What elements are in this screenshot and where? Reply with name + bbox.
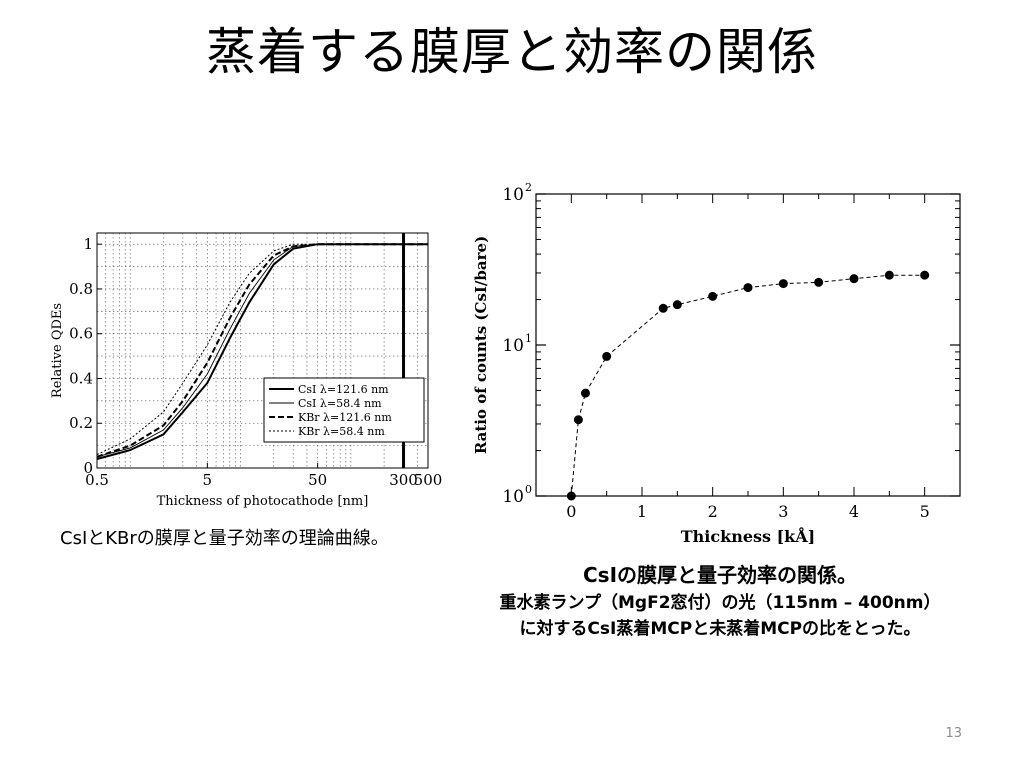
y-tick-label: 10 xyxy=(502,336,524,356)
right-caption-line-2: に対するCsI蒸着MCPと未蒸着MCPの比をとった。 xyxy=(519,619,921,639)
page-number: 13 xyxy=(945,726,962,741)
data-point xyxy=(602,351,612,361)
x-tick-label: 5 xyxy=(920,502,930,521)
y-tick-exponent: 1 xyxy=(525,332,532,345)
right-caption-title: CsIの膜厚と量子効率の関係。 xyxy=(582,563,858,587)
legend-label-1: CsI λ=121.6 nm xyxy=(298,383,389,396)
legend-label-2: CsI λ=58.4 nm xyxy=(298,397,382,410)
y-tick-label: 0.8 xyxy=(69,280,93,298)
csi-ratio-chart: 10 0 10 1 10 2 0 1 2 3 4 5 Thickness [kÅ] Ratio of co… xyxy=(466,180,974,550)
slide-title: 蒸着する膜厚と効率の関係 xyxy=(206,23,818,81)
x-tick-label: 4 xyxy=(849,502,859,521)
y-tick-label: 0 xyxy=(83,459,93,477)
data-point xyxy=(580,388,590,398)
y-tick-label: 1 xyxy=(83,235,93,253)
y-tick-label: 10 xyxy=(502,487,524,507)
y-tick-label: 0.2 xyxy=(69,414,93,432)
y-tick-exponent: 2 xyxy=(525,181,532,194)
data-point xyxy=(849,274,859,284)
x-tick-label: 1 xyxy=(637,502,647,521)
x-axis-title: Thickness [kÅ] xyxy=(681,525,815,546)
plot-frame xyxy=(535,193,961,497)
x-tick-label: 50 xyxy=(308,471,327,489)
qde-theory-chart: 0 0.2 0.4 0.6 0.8 1 0.5 5 50 300 500 Thickness of p… xyxy=(48,228,448,518)
y-tick-label: 10 xyxy=(502,185,524,205)
legend-label-3: KBr λ=121.6 nm xyxy=(298,411,392,424)
y-axis-title: Relative QDEs xyxy=(50,303,65,398)
data-point xyxy=(566,491,576,501)
data-point xyxy=(814,277,824,287)
x-tick-label: 0 xyxy=(566,502,576,521)
x-tick-label: 2 xyxy=(708,502,718,521)
legend-label-4: KBr λ=58.4 nm xyxy=(298,425,385,438)
y-tick-label: 0.4 xyxy=(69,369,93,387)
data-point xyxy=(573,415,583,425)
right-figure-caption: CsIの膜厚と量子効率の関係。 重水素ランプ（MgF2窓付）の光（115nm –… xyxy=(470,560,970,642)
series-line-3 xyxy=(96,243,428,458)
data-point xyxy=(708,291,718,301)
series-line-4 xyxy=(96,243,428,456)
y-axis-title: Ratio of counts (CsI/bare) xyxy=(472,236,490,454)
data-point xyxy=(658,303,668,313)
x-tick-label: 3 xyxy=(778,502,788,521)
plot-frame xyxy=(96,232,429,469)
series-line-1 xyxy=(96,243,428,460)
data-point xyxy=(778,279,788,289)
x-axis-title: Thickness of photocathode [nm] xyxy=(157,494,369,509)
data-point xyxy=(884,270,894,280)
left-figure-caption: CsIとKBrの膜厚と量子効率の理論曲線。 xyxy=(60,528,389,549)
right-caption-line-1: 重水素ランプ（MgF2窓付）の光（115nm – 400nm） xyxy=(499,593,941,613)
x-tick-label: 0.5 xyxy=(85,471,109,489)
data-point xyxy=(743,283,753,293)
x-tick-label: 500 xyxy=(414,471,443,489)
y-tick-exponent: 0 xyxy=(525,483,532,496)
data-point xyxy=(672,300,682,310)
data-connector-line xyxy=(570,274,925,497)
x-tick-label: 5 xyxy=(203,471,213,489)
data-point xyxy=(920,270,930,280)
y-tick-label: 0.6 xyxy=(69,325,93,343)
x-tick-label: 300 xyxy=(389,471,418,489)
